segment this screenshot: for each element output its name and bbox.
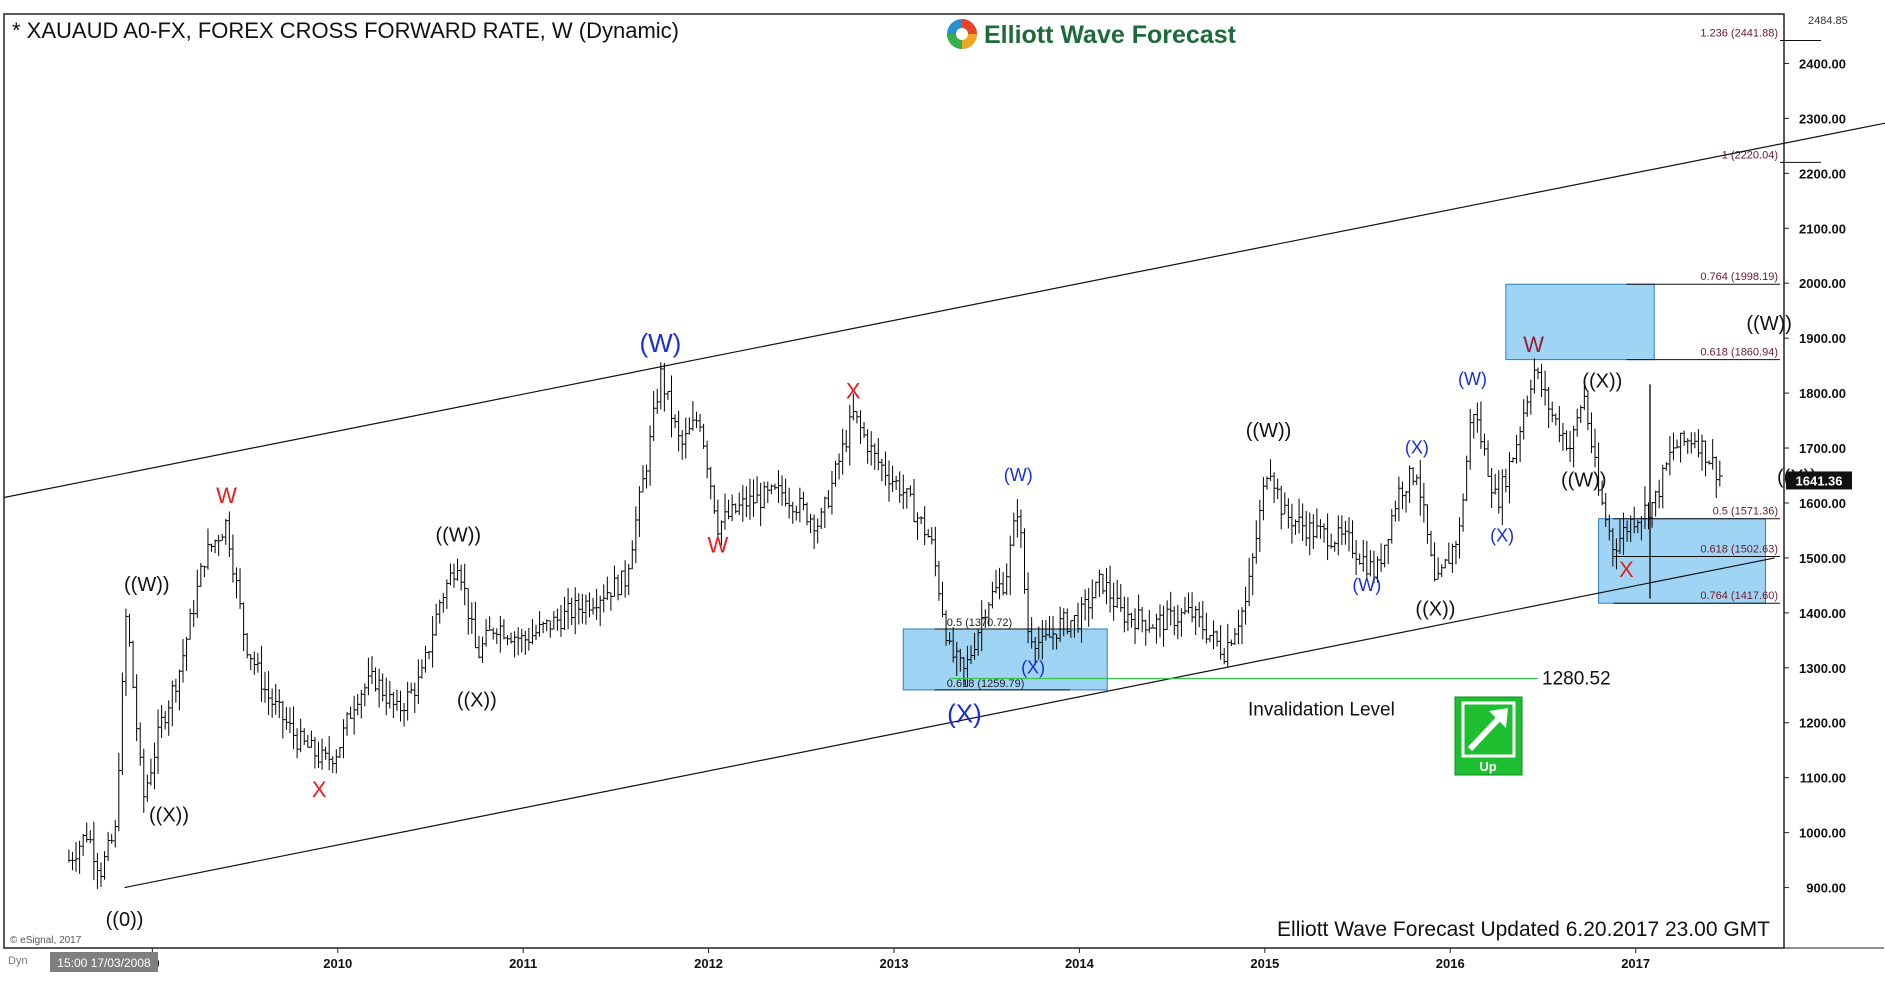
y-tick-label-2: 1100.00 <box>1800 771 1846 786</box>
y-tick-label-14: 2300.00 <box>1799 111 1846 126</box>
x-tick-label-5: 2014 <box>1065 956 1095 971</box>
channel-line-upper <box>3 122 1885 499</box>
wave-label-16: ((X)) <box>1415 599 1455 621</box>
y-tick-label-9: 1800.00 <box>1799 386 1846 401</box>
fib-label-1: 1 (2220.04) <box>1722 149 1778 161</box>
y-tick-label-11: 2000.00 <box>1799 276 1846 291</box>
target-box-2 <box>1598 518 1766 604</box>
up-arrow-icon <box>1467 708 1508 752</box>
wave-label-21: ((W)) <box>1561 469 1607 491</box>
x-tick-label-6: 2015 <box>1250 956 1279 971</box>
fib-label-4: 0.5 (1571.36) <box>1713 506 1778 518</box>
wave-label-20: ((X)) <box>1582 371 1622 393</box>
fib-level-layer: 1.236 (2441.88) 1 (2220.04) 0.764 (1998.19… <box>934 27 1822 691</box>
up-badge-label: Up <box>1479 759 1496 774</box>
wave-label-18: (X) <box>1490 525 1514 545</box>
fib-label-5: 0.618 (1502.63) <box>1700 543 1778 555</box>
y-tick-label-15: 2400.00 <box>1799 56 1846 71</box>
fib-label-3: 0.618 (1860.94) <box>1700 347 1778 359</box>
wave-label-layer: ((0)) ((W)) ((X)) W X ((W)) ((X)) (W) W X (W) (X) (X… <box>106 313 1817 931</box>
invalidation-text: Invalidation Level <box>1248 700 1395 721</box>
wave-label-0: ((0)) <box>106 909 144 931</box>
wave-label-4: X <box>312 777 327 802</box>
wave-label-8: W <box>707 532 728 557</box>
y-tick-label-7: 1600.00 <box>1799 496 1846 511</box>
wave-label-12: (X) <box>1021 657 1045 677</box>
wave-label-23: ((W)) <box>1746 313 1792 335</box>
wave-label-13: ((W)) <box>1246 420 1292 442</box>
corner-label: Dyn <box>8 955 28 967</box>
esignal-copyright: © eSignal, 2017 <box>10 935 82 946</box>
wave-label-6: ((X)) <box>457 689 497 711</box>
price-bars-layer <box>68 358 1723 889</box>
wave-label-3: W <box>216 483 237 508</box>
wave-label-22: X <box>1619 557 1634 582</box>
wave-label-11: (X) <box>947 699 982 729</box>
y-tick-label-5: 1400.00 <box>1799 606 1846 621</box>
wave-label-14: (W) <box>1352 575 1381 595</box>
wave-label-10: (W) <box>1004 465 1033 485</box>
channel-layer <box>3 122 1885 889</box>
logo-globe-icon <box>947 19 977 49</box>
up-badge: Up <box>1454 696 1523 776</box>
x-tick-label-3: 2012 <box>694 956 723 971</box>
x-tick-label-2: 2011 <box>509 956 537 971</box>
update-stamp: Elliott Wave Forecast Updated 6.20.2017 … <box>1277 918 1770 941</box>
channel-line-lower <box>124 557 1775 889</box>
y-tick-label-13: 2200.00 <box>1799 166 1846 181</box>
chart-title: * XAUAUD A0-FX, FOREX CROSS FORWARD RATE… <box>12 18 679 43</box>
cursor-time: 15:00 17/03/2008 <box>57 956 151 970</box>
y-tick-label-12: 2100.00 <box>1799 221 1846 236</box>
x-tick-label-4: 2013 <box>880 956 909 971</box>
wave-label-17: (W) <box>1458 369 1487 389</box>
wave-label-19: W <box>1523 332 1544 357</box>
y-tick-label-4: 1300.00 <box>1799 661 1846 676</box>
fib-label-2: 0.764 (1998.19) <box>1700 271 1778 283</box>
wave-label-15: (X) <box>1405 438 1429 458</box>
invalidation-level: 1280.52 Invalidation Level <box>949 669 1611 721</box>
wave-label-5: ((W)) <box>436 524 482 546</box>
target-box-1 <box>1505 283 1655 361</box>
y-tick-label-8: 1700.00 <box>1799 441 1846 456</box>
last-price-label: 1641.36 <box>1796 473 1843 488</box>
x-tick-label-8: 2017 <box>1621 956 1650 971</box>
wave-label-1: ((W)) <box>124 574 170 596</box>
fib-label-7: 0.5 (1370.72) <box>947 617 1012 629</box>
y-tick-label-3: 1200.00 <box>1799 716 1846 731</box>
y-tick-label-6: 1500.00 <box>1799 551 1846 566</box>
target-box-layer <box>902 283 1766 691</box>
wave-label-2: ((X)) <box>149 805 189 827</box>
brand-logo: Elliott Wave Forecast <box>947 19 1237 49</box>
fib-label-8: 0.618 (1259.79) <box>947 678 1025 690</box>
y-tick-label-1: 1000.00 <box>1799 826 1846 841</box>
x-tick-label-1: 2010 <box>323 956 352 971</box>
logo-text: Elliott Wave Forecast <box>984 21 1237 49</box>
axis-layer: 900.00 1000.00 1100.00 1200.00 1300.00 1400.0… <box>145 15 1852 971</box>
wave-label-9: X <box>846 379 861 404</box>
x-tick-label-7: 2016 <box>1436 956 1465 971</box>
cursor-time-box <box>50 952 158 972</box>
top-price-label: 2484.85 <box>1808 15 1848 27</box>
wave-label-7: (W) <box>639 328 681 358</box>
fib-label-0: 1.236 (2441.88) <box>1700 27 1778 39</box>
target-box-3 <box>902 628 1108 691</box>
last-price-box <box>1786 471 1852 490</box>
invalidation-value: 1280.52 <box>1542 669 1611 690</box>
y-tick-label-10: 1900.00 <box>1799 331 1846 346</box>
y-tick-label-0: 900.00 <box>1806 881 1846 896</box>
fib-label-6: 0.764 (1417.60) <box>1700 590 1778 602</box>
